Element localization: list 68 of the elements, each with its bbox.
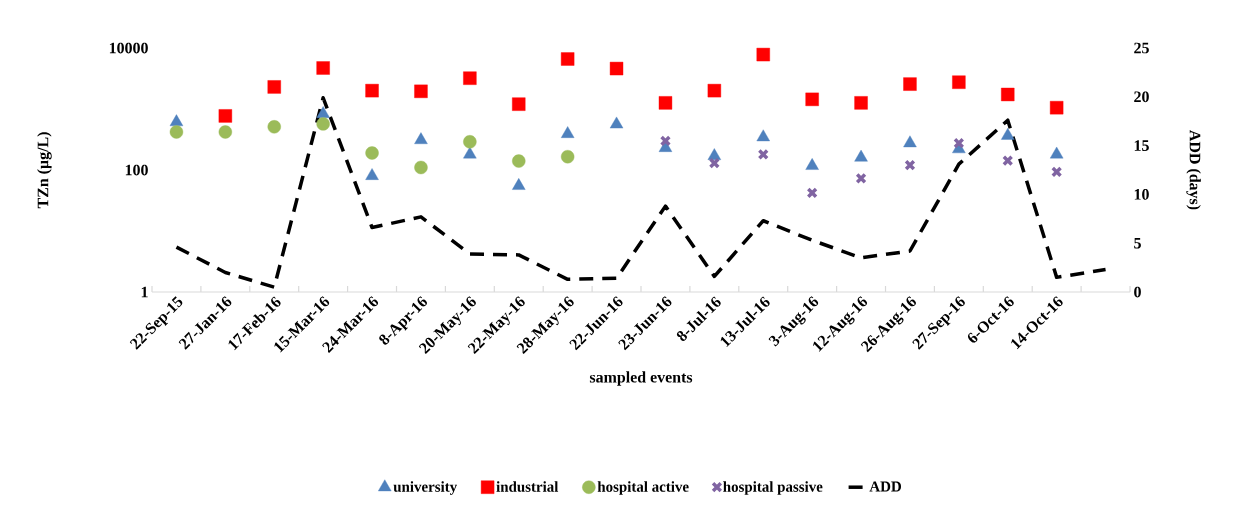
y2-tick-label: 25 (1134, 42, 1149, 54)
point (560, 52, 575, 66)
y-axis-title: TZn (µg/L) (37, 132, 52, 209)
point (512, 97, 526, 111)
point (805, 92, 819, 107)
point (560, 150, 575, 164)
point (659, 135, 672, 147)
legend-label: university (393, 481, 458, 495)
point (1001, 87, 1015, 102)
point (218, 125, 233, 139)
point (512, 178, 526, 190)
point (806, 187, 818, 199)
point (414, 160, 428, 175)
point (1002, 154, 1014, 167)
point (463, 71, 477, 85)
point (316, 117, 330, 131)
point (1049, 146, 1064, 159)
point (903, 77, 917, 91)
point (609, 61, 624, 76)
point (267, 80, 281, 94)
y2-tick-label: 15 (1134, 140, 1149, 151)
point (267, 120, 281, 134)
point (365, 83, 379, 98)
y2-tick-label: 10 (1134, 189, 1149, 200)
legend-label: industrial (496, 481, 559, 492)
y2-tick-label: 5 (1134, 237, 1141, 249)
legend-label: hospital passive (723, 481, 823, 495)
point (952, 75, 966, 89)
point (365, 146, 379, 160)
y2-tick-label: 0 (1134, 286, 1141, 298)
point (756, 47, 770, 62)
point (1051, 166, 1063, 178)
legend-label: hospital active (597, 481, 689, 495)
point (757, 148, 769, 161)
point (1049, 101, 1064, 115)
y2-tick-label: 20 (1134, 91, 1149, 103)
point (708, 157, 720, 169)
point (463, 135, 477, 149)
point (854, 96, 868, 110)
legend-label: ADD (869, 481, 901, 492)
point (512, 154, 526, 168)
point (414, 132, 428, 144)
point (854, 149, 868, 162)
point (805, 158, 819, 170)
point (855, 172, 867, 184)
point (463, 146, 477, 159)
point (953, 137, 965, 149)
point (658, 96, 673, 110)
line-series (174, 96, 1108, 289)
point (904, 159, 916, 171)
point (169, 114, 184, 127)
y-tick-label: 10000 (109, 42, 148, 54)
point (218, 109, 233, 123)
point (903, 135, 917, 148)
point (169, 125, 184, 139)
y2-axis-title: ADD (days) (1186, 130, 1201, 210)
point (316, 61, 330, 75)
x-axis-title: sampled events (589, 371, 693, 386)
point (609, 116, 624, 129)
y-tick-label: 100 (125, 164, 148, 176)
point (756, 129, 770, 142)
point (560, 126, 575, 138)
point (365, 168, 379, 180)
point (316, 106, 330, 118)
y-tick-label: 1 (141, 286, 148, 298)
point (1001, 128, 1015, 140)
point (414, 84, 428, 98)
point (707, 83, 722, 98)
